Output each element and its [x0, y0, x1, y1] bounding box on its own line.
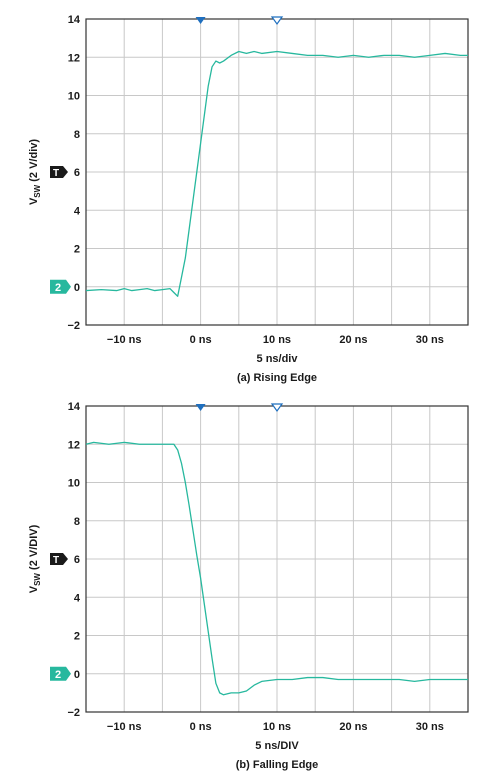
trigger-delay-marker [270, 16, 284, 26]
x-tick-label: 20 ns [339, 334, 367, 346]
y-tick-label: 0 [74, 282, 80, 294]
ground-marker-label: 2 [55, 282, 61, 294]
ground-reference-marker [50, 666, 71, 681]
x-tick-label: 10 ns [263, 721, 291, 733]
y-tick-label: 2 [74, 244, 80, 256]
y-tick-label: 10 [68, 478, 80, 490]
x-tick-label: −10 ns [107, 721, 142, 733]
x-tick-label: 30 ns [416, 721, 444, 733]
y-tick-label: 10 [68, 91, 80, 103]
x-tick-label: 0 ns [190, 721, 212, 733]
waveform-trace [85, 441, 468, 696]
y-tick-label: 14 [68, 14, 81, 26]
y-axis-label-main: V [28, 585, 40, 593]
y-tick-label: 4 [74, 592, 81, 604]
trigger-marker-label: T [53, 168, 59, 179]
x-tick-label: 20 ns [339, 721, 367, 733]
y-axis-label-main: V [28, 197, 40, 205]
x-axis-label: 5 ns/div [257, 353, 299, 365]
y-tick-label: 12 [68, 439, 80, 451]
trigger-position-marker [195, 404, 206, 411]
y-tick-label: 6 [74, 167, 80, 179]
y-tick-label: 2 [74, 631, 80, 643]
y-tick-label: 14 [68, 401, 81, 413]
y-tick-label: 4 [74, 205, 81, 217]
falling-edge-chart: −2 0 2 4 6 8 10 12 14 −10 ns 0 ns 10 ns 20 ns 30 ns 5 … [28, 401, 469, 771]
trigger-position-marker [195, 17, 206, 24]
y-tick-label: −2 [67, 707, 80, 719]
x-tick-label: 0 ns [190, 334, 212, 346]
y-tick-label: −2 [67, 320, 80, 332]
y-axis-label-units: (2 V/DIV) [28, 524, 40, 573]
rising-edge-chart: −2 0 2 4 6 8 10 12 14 −10 ns 0 ns 10 ns 20 ns 30 ns 5 … [28, 14, 469, 384]
y-axis-label: VSW (2 V/DIV) [28, 524, 42, 593]
chart-caption: (a) Rising Edge [237, 372, 317, 384]
trigger-level-marker [50, 166, 68, 178]
y-tick-label: 6 [74, 554, 80, 566]
waveform-trace [85, 50, 468, 297]
trigger-marker-label: T [53, 555, 59, 566]
y-tick-label: 0 [74, 669, 80, 681]
x-axis-label: 5 ns/DIV [255, 740, 299, 752]
y-tick-label: 8 [74, 129, 80, 141]
ground-marker-label: 2 [55, 669, 61, 681]
ground-reference-marker [50, 279, 71, 294]
trigger-level-marker [50, 553, 68, 565]
x-tick-label: 30 ns [416, 334, 444, 346]
y-axis-label: VSW (2 V/div) [28, 139, 42, 205]
y-axis-label-subscript: SW [33, 184, 42, 197]
trigger-delay-marker [270, 403, 284, 413]
y-tick-label: 12 [68, 52, 80, 64]
x-tick-label: 10 ns [263, 334, 291, 346]
chart-caption: (b) Falling Edge [236, 759, 319, 771]
y-axis-label-units: (2 V/div) [28, 139, 40, 185]
y-tick-label: 8 [74, 516, 80, 528]
y-axis-label-subscript: SW [33, 573, 42, 586]
x-tick-label: −10 ns [107, 334, 142, 346]
